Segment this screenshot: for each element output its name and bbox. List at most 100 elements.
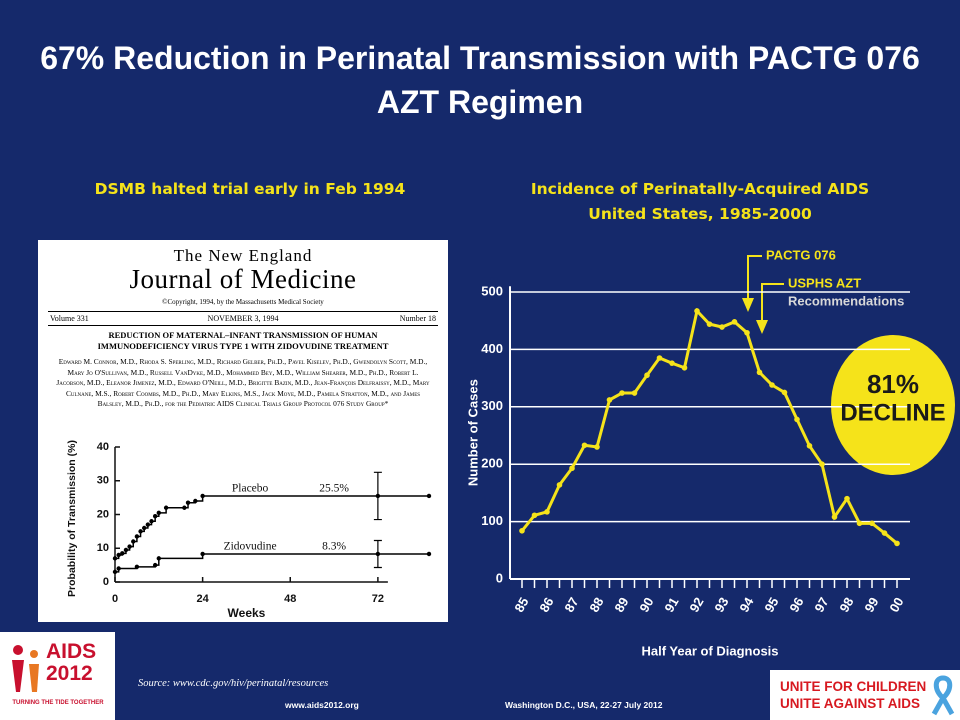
point [594, 444, 600, 450]
point [116, 566, 121, 571]
point [719, 324, 725, 330]
point [756, 369, 763, 376]
point [112, 569, 118, 575]
journal-name: The New England [173, 246, 313, 265]
point [806, 443, 813, 449]
x-tick-label: 97 [811, 595, 831, 615]
point [631, 390, 638, 396]
point [152, 562, 158, 568]
copyright: ©Copyright, 1994, by the Massachusetts M… [162, 298, 324, 306]
point [769, 382, 775, 388]
y-tick-label: 0 [103, 576, 109, 588]
left-heading: DSMB halted trial early in Feb 1994 [94, 180, 406, 198]
y-tick-label: 400 [481, 341, 503, 356]
point [149, 519, 154, 524]
point [606, 397, 613, 403]
point [519, 527, 525, 534]
point [182, 505, 187, 510]
point [881, 530, 888, 536]
source: Source: www.cdc.gov/hiv/perinatal/resour… [138, 678, 329, 689]
logo-figures [12, 645, 39, 692]
x-tick-label: 94 [736, 594, 757, 615]
point [193, 498, 198, 504]
article-headline: REDUCTION OF MATERNAL–INFANT TRANSMISSIO… [97, 330, 389, 351]
point [152, 513, 158, 519]
arrowhead [756, 320, 768, 334]
point [138, 529, 143, 534]
point [134, 564, 140, 570]
volume: Volume 331 [50, 314, 89, 323]
slide-title: 67% Reduction in Perinatal Transmission … [40, 40, 920, 120]
point [819, 461, 825, 468]
x-tick-label: 96 [786, 595, 806, 615]
logo-text: AIDS [46, 640, 97, 663]
x-tick-label: 90 [636, 595, 656, 615]
logo-text: UNITE AGAINST AIDS [780, 696, 921, 711]
point [163, 505, 169, 510]
point [112, 556, 118, 561]
point [669, 360, 675, 366]
y-tick-label: 20 [97, 508, 109, 520]
point [120, 551, 125, 556]
footer-event: Washington D.C., USA, 22-27 July 2012 [505, 700, 663, 710]
point [831, 514, 838, 520]
point [706, 321, 713, 327]
annotation: USPHS AZT [788, 275, 861, 290]
annotation: Recommendations [788, 293, 904, 308]
error-bar [373, 471, 382, 521]
chart-title: Incidence of Perinatally-Acquired AIDS [530, 180, 870, 198]
point [744, 329, 750, 336]
y-tick-label: 300 [481, 398, 503, 413]
x-tick-label: 86 [536, 595, 556, 615]
logo-text: 2012 [46, 662, 93, 685]
x-tick-label: 72 [372, 593, 384, 605]
point [694, 308, 700, 314]
point [185, 500, 191, 505]
arrow [761, 283, 784, 322]
y-tick-label: 10 [97, 542, 109, 554]
x-axis-label: Half Year of Diagnosis [641, 643, 778, 658]
y-axis-label: Number of Cases [465, 379, 480, 486]
x-tick-label: 95 [761, 595, 781, 615]
y-tick-label: 200 [481, 456, 503, 471]
y-tick-label: 0 [496, 570, 503, 585]
point [894, 540, 900, 547]
x-tick-label: 92 [686, 595, 706, 615]
point [200, 493, 205, 499]
point [681, 364, 688, 371]
x-tick-label: 24 [197, 593, 210, 605]
annotation: PACTG 076 [766, 247, 836, 262]
issue-number: Number 18 [399, 314, 436, 323]
point [644, 372, 650, 379]
y-tick-label: 30 [97, 475, 109, 487]
callout-text: 81% [867, 369, 919, 399]
point [127, 544, 132, 549]
point [656, 355, 663, 361]
y-tick-label: 40 [97, 441, 109, 453]
error-bar [373, 539, 382, 569]
rule [48, 311, 438, 312]
point [131, 539, 136, 544]
logo-tagline: TURNING THE TIDE TOGETHER [12, 700, 104, 706]
x-tick-label: 85 [511, 595, 531, 615]
x-tick-label: 88 [586, 595, 606, 615]
journal-name: Journal of Medicine [129, 264, 357, 294]
end-label: 8.3% [322, 541, 346, 553]
footer-url: www.aids2012.org [285, 700, 359, 710]
point [844, 495, 850, 502]
point [134, 534, 140, 539]
point [869, 520, 875, 527]
point [544, 509, 550, 515]
point [856, 520, 863, 527]
point [781, 389, 788, 396]
point [731, 319, 738, 325]
end-label: 25.5% [319, 483, 349, 495]
x-tick-label: 91 [661, 595, 681, 615]
callout-text: DECLINE [840, 399, 945, 426]
series-label: Zidovudine [224, 541, 277, 553]
x-axis-label: Weeks [228, 606, 266, 620]
x-tick-label: 98 [836, 595, 856, 615]
point [619, 390, 625, 396]
point [142, 525, 147, 531]
